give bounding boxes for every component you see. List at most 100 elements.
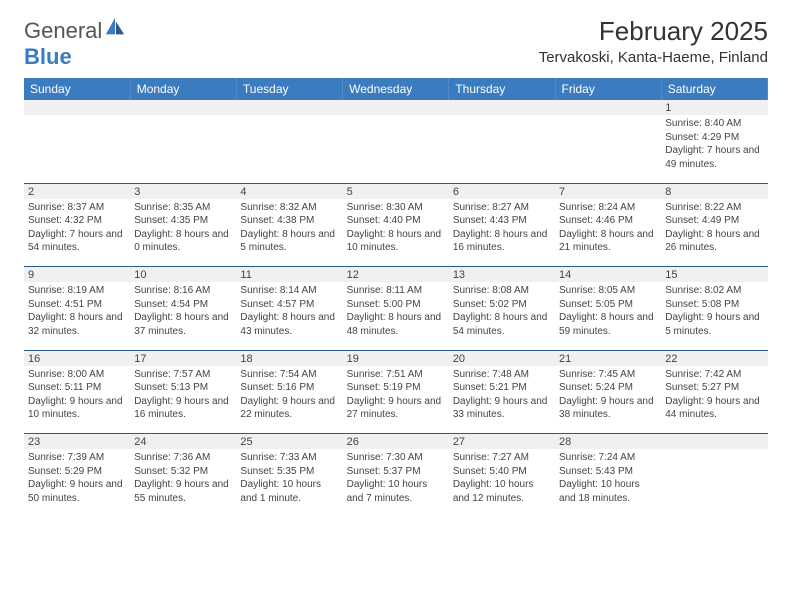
day-number: 10 — [130, 267, 236, 283]
day-number: 9 — [24, 267, 130, 283]
sunrise-line: Sunrise: 8:27 AM — [453, 201, 551, 215]
day-cell: Sunrise: 7:42 AMSunset: 5:27 PMDaylight:… — [661, 366, 767, 434]
sunset-line: Sunset: 5:13 PM — [134, 381, 232, 395]
sunset-line: Sunset: 5:11 PM — [28, 381, 126, 395]
sunset-line: Sunset: 4:54 PM — [134, 298, 232, 312]
sunset-line: Sunset: 4:32 PM — [28, 214, 126, 228]
day-cell: Sunrise: 8:32 AMSunset: 4:38 PMDaylight:… — [236, 199, 342, 267]
sunrise-line: Sunrise: 7:48 AM — [453, 368, 551, 382]
day-number: 22 — [661, 350, 767, 366]
daylight-line: Daylight: 8 hours and 10 minutes. — [347, 228, 445, 255]
day-number: 18 — [236, 350, 342, 366]
week-row: Sunrise: 7:39 AMSunset: 5:29 PMDaylight:… — [24, 449, 768, 517]
daylight-line: Daylight: 8 hours and 26 minutes. — [665, 228, 763, 255]
sunrise-line: Sunrise: 7:30 AM — [347, 451, 445, 465]
sunset-line: Sunset: 5:32 PM — [134, 465, 232, 479]
sunset-line: Sunset: 4:57 PM — [240, 298, 338, 312]
sunrise-line: Sunrise: 8:35 AM — [134, 201, 232, 215]
day-number: 5 — [343, 183, 449, 199]
daylight-line: Daylight: 8 hours and 5 minutes. — [240, 228, 338, 255]
empty-cell — [130, 115, 236, 183]
day-number: 23 — [24, 434, 130, 450]
sunrise-line: Sunrise: 8:30 AM — [347, 201, 445, 215]
sunset-line: Sunset: 4:29 PM — [665, 131, 763, 145]
daylight-line: Daylight: 8 hours and 54 minutes. — [453, 311, 551, 338]
day-number: 8 — [661, 183, 767, 199]
day-cell: Sunrise: 8:11 AMSunset: 5:00 PMDaylight:… — [343, 282, 449, 350]
daylight-line: Daylight: 8 hours and 16 minutes. — [453, 228, 551, 255]
sunrise-line: Sunrise: 8:02 AM — [665, 284, 763, 298]
sunset-line: Sunset: 5:16 PM — [240, 381, 338, 395]
day-cell: Sunrise: 8:30 AMSunset: 4:40 PMDaylight:… — [343, 199, 449, 267]
daylight-line: Daylight: 9 hours and 22 minutes. — [240, 395, 338, 422]
day-cell: Sunrise: 7:27 AMSunset: 5:40 PMDaylight:… — [449, 449, 555, 517]
sunrise-line: Sunrise: 8:37 AM — [28, 201, 126, 215]
day-number: 14 — [555, 267, 661, 283]
day-number: 15 — [661, 267, 767, 283]
day-header: Saturday — [661, 78, 767, 100]
day-number: 21 — [555, 350, 661, 366]
empty-cell — [343, 115, 449, 183]
header: General Blue February 2025 Tervakoski, K… — [24, 16, 768, 70]
day-header-row: SundayMondayTuesdayWednesdayThursdayFrid… — [24, 78, 768, 100]
daylight-line: Daylight: 9 hours and 33 minutes. — [453, 395, 551, 422]
day-number — [661, 434, 767, 450]
location: Tervakoski, Kanta-Haeme, Finland — [539, 49, 768, 66]
sunset-line: Sunset: 4:38 PM — [240, 214, 338, 228]
empty-cell — [555, 115, 661, 183]
sunset-line: Sunset: 4:46 PM — [559, 214, 657, 228]
sunrise-line: Sunrise: 8:11 AM — [347, 284, 445, 298]
sunrise-line: Sunrise: 7:45 AM — [559, 368, 657, 382]
daylight-line: Daylight: 7 hours and 54 minutes. — [28, 228, 126, 255]
sunrise-line: Sunrise: 7:54 AM — [240, 368, 338, 382]
sunset-line: Sunset: 5:08 PM — [665, 298, 763, 312]
calendar-table: SundayMondayTuesdayWednesdayThursdayFrid… — [24, 78, 768, 517]
day-cell: Sunrise: 7:39 AMSunset: 5:29 PMDaylight:… — [24, 449, 130, 517]
empty-cell — [24, 115, 130, 183]
day-number: 20 — [449, 350, 555, 366]
day-number: 19 — [343, 350, 449, 366]
day-cell: Sunrise: 8:14 AMSunset: 4:57 PMDaylight:… — [236, 282, 342, 350]
day-number — [449, 100, 555, 115]
sunset-line: Sunset: 5:19 PM — [347, 381, 445, 395]
day-cell: Sunrise: 7:51 AMSunset: 5:19 PMDaylight:… — [343, 366, 449, 434]
day-header: Wednesday — [343, 78, 449, 100]
day-number: 13 — [449, 267, 555, 283]
sunrise-line: Sunrise: 8:05 AM — [559, 284, 657, 298]
day-number: 16 — [24, 350, 130, 366]
sunrise-line: Sunrise: 8:24 AM — [559, 201, 657, 215]
day-cell: Sunrise: 8:19 AMSunset: 4:51 PMDaylight:… — [24, 282, 130, 350]
daynum-row: 2345678 — [24, 183, 768, 199]
sunset-line: Sunset: 5:02 PM — [453, 298, 551, 312]
day-header: Thursday — [449, 78, 555, 100]
sunrise-line: Sunrise: 7:36 AM — [134, 451, 232, 465]
sunrise-line: Sunrise: 8:16 AM — [134, 284, 232, 298]
day-header: Monday — [130, 78, 236, 100]
week-row: Sunrise: 8:19 AMSunset: 4:51 PMDaylight:… — [24, 282, 768, 350]
day-number — [24, 100, 130, 115]
day-number: 11 — [236, 267, 342, 283]
sunset-line: Sunset: 5:00 PM — [347, 298, 445, 312]
sunrise-line: Sunrise: 8:14 AM — [240, 284, 338, 298]
day-cell: Sunrise: 8:22 AMSunset: 4:49 PMDaylight:… — [661, 199, 767, 267]
sunset-line: Sunset: 5:40 PM — [453, 465, 551, 479]
sunrise-line: Sunrise: 8:22 AM — [665, 201, 763, 215]
sunset-line: Sunset: 5:24 PM — [559, 381, 657, 395]
day-cell: Sunrise: 7:30 AMSunset: 5:37 PMDaylight:… — [343, 449, 449, 517]
sunrise-line: Sunrise: 7:51 AM — [347, 368, 445, 382]
day-number: 25 — [236, 434, 342, 450]
month-title: February 2025 — [539, 16, 768, 47]
day-number — [130, 100, 236, 115]
day-number: 3 — [130, 183, 236, 199]
day-cell: Sunrise: 8:24 AMSunset: 4:46 PMDaylight:… — [555, 199, 661, 267]
brand-blue: Blue — [24, 44, 72, 69]
day-cell: Sunrise: 7:54 AMSunset: 5:16 PMDaylight:… — [236, 366, 342, 434]
daylight-line: Daylight: 9 hours and 16 minutes. — [134, 395, 232, 422]
day-cell: Sunrise: 8:40 AMSunset: 4:29 PMDaylight:… — [661, 115, 767, 183]
week-row: Sunrise: 8:40 AMSunset: 4:29 PMDaylight:… — [24, 115, 768, 183]
sunset-line: Sunset: 4:35 PM — [134, 214, 232, 228]
day-number — [236, 100, 342, 115]
daylight-line: Daylight: 10 hours and 18 minutes. — [559, 478, 657, 505]
day-cell: Sunrise: 7:57 AMSunset: 5:13 PMDaylight:… — [130, 366, 236, 434]
day-number: 28 — [555, 434, 661, 450]
